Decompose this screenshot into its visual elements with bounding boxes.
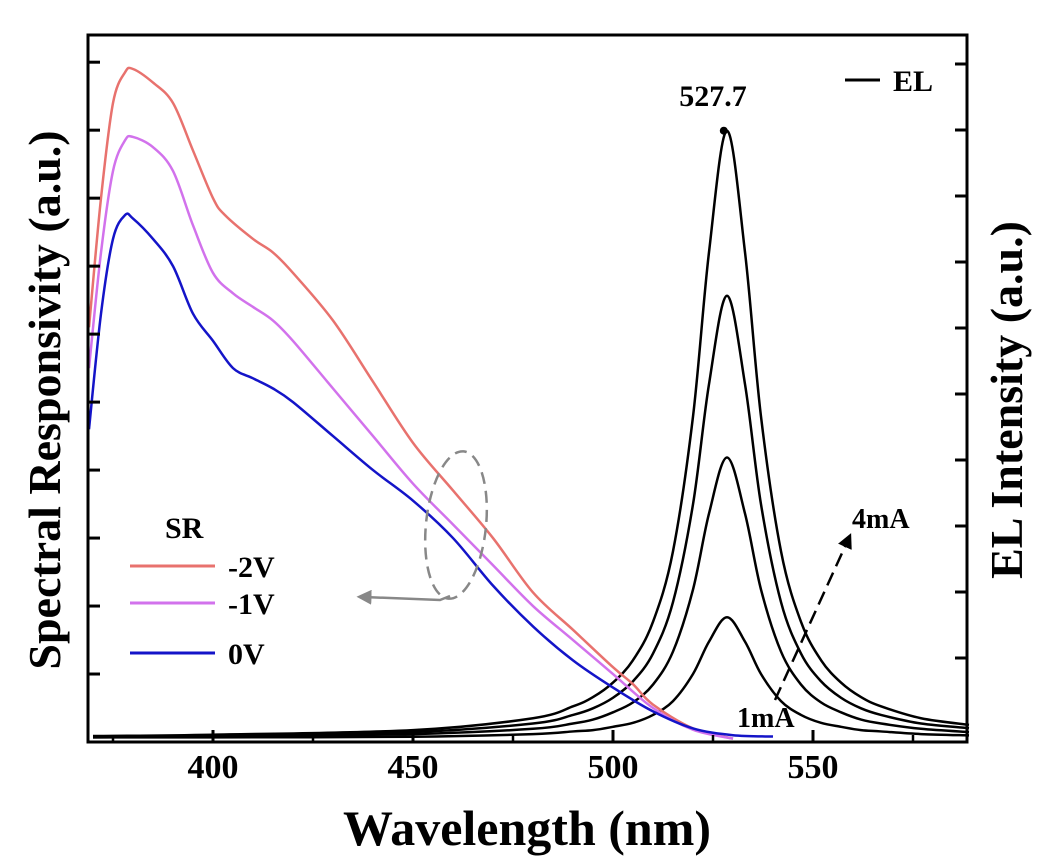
high-current-label: 4mA <box>852 504 910 535</box>
sr-curve-0V <box>87 212 774 738</box>
peak-wavelength-label: 527.7 <box>679 80 747 113</box>
peak-marker <box>719 126 728 135</box>
el-curve-1mA <box>92 615 970 739</box>
el-curve-4mA <box>92 129 970 738</box>
sr-legend-title: SR <box>165 512 204 545</box>
el-curve-2mA <box>92 456 970 739</box>
right-y-axis-label: EL Intensity (a.u.) <box>981 221 1032 579</box>
low-current-label: 1mA <box>737 703 795 734</box>
sr-axis-pointer-arrow <box>356 589 451 605</box>
left-y-axis-label: Spectral Responsivity (a.u.) <box>19 130 70 669</box>
el-legend-label: EL <box>893 65 933 98</box>
sr-legend-label: 0V <box>228 638 265 671</box>
sr-curves-group-outline <box>423 450 489 600</box>
sr-legend-label: -1V <box>228 588 275 621</box>
sr-legend-label: -2V <box>228 551 275 584</box>
x-tick-label: 450 <box>388 749 439 786</box>
x-tick-label: 550 <box>788 749 839 786</box>
sr-curve--1V <box>87 134 734 740</box>
el-curve-3mA <box>92 294 970 738</box>
x-tick-label: 400 <box>188 749 239 786</box>
current-increase-arrow <box>773 533 852 701</box>
x-tick-label: 500 <box>588 749 639 786</box>
sr-curve--2V <box>87 66 734 740</box>
x-axis-label: Wavelength (nm) <box>343 800 711 856</box>
plot-frame <box>86 33 969 744</box>
